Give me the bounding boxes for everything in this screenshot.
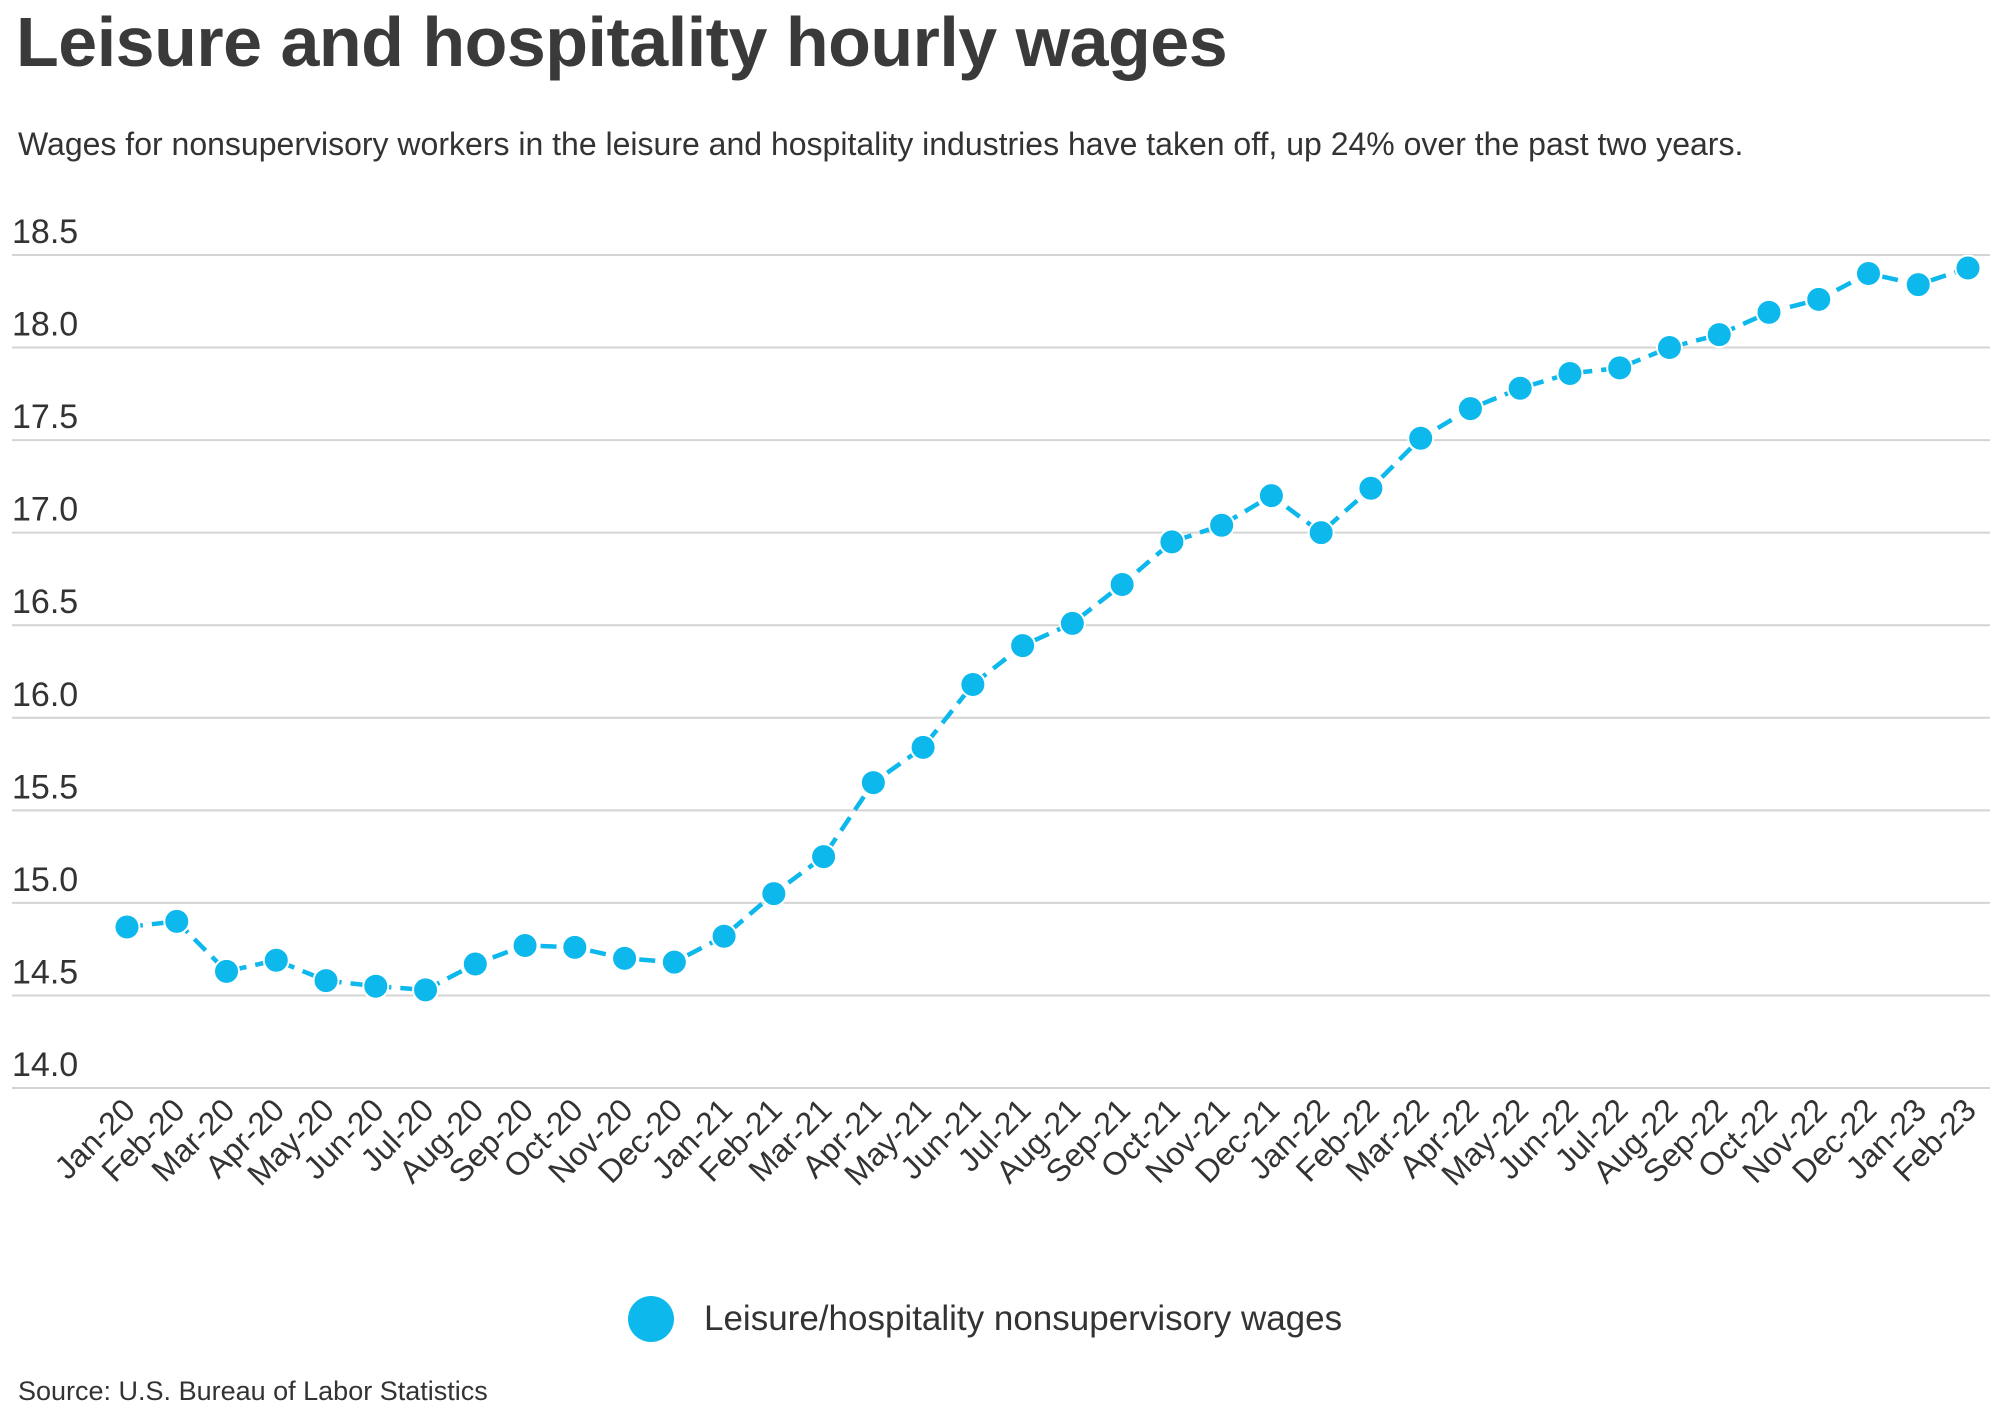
y-axis-ticks: 14.0 14.5 15.0 15.5 16.0 16.5 17.0 17.5 18.0 18.5 — [12, 213, 78, 1084]
data-point — [262, 946, 290, 974]
series-layer — [113, 254, 1982, 1004]
legend: Leisure/hospitality nonsupervisory wages — [628, 1294, 1342, 1344]
data-point — [760, 880, 788, 908]
y-tick-label: 18.0 — [12, 306, 78, 344]
data-point — [1257, 482, 1285, 510]
y-tick-label: 17.0 — [12, 491, 78, 529]
data-point — [1506, 374, 1534, 402]
chart-title: Leisure and hospitality hourly wages — [16, 3, 1228, 81]
data-point — [1904, 271, 1932, 299]
data-point — [660, 948, 688, 976]
data-point — [1954, 254, 1982, 282]
data-point — [909, 733, 937, 761]
legend-label: Leisure/hospitality nonsupervisory wages — [704, 1299, 1343, 1338]
data-point — [362, 972, 390, 1000]
y-tick-label: 15.5 — [12, 768, 78, 806]
data-point — [1655, 334, 1683, 362]
x-axis-ticks: Jan-20Feb-20Mar-20Apr-20May-20Jun-20Jul-… — [47, 1091, 1983, 1192]
data-point — [1755, 298, 1783, 326]
data-point — [163, 907, 191, 935]
data-point — [412, 976, 440, 1004]
data-point — [1854, 260, 1882, 288]
data-point — [113, 913, 141, 941]
data-point — [511, 931, 539, 959]
series-line — [126, 265, 1969, 993]
data-point — [1357, 474, 1385, 502]
data-point — [810, 843, 838, 871]
data-point — [611, 944, 639, 972]
data-point — [213, 957, 241, 985]
data-point — [710, 922, 738, 950]
data-point — [461, 950, 489, 978]
data-point — [1805, 285, 1833, 313]
data-point — [1307, 519, 1335, 547]
data-point — [1009, 632, 1037, 660]
y-tick-label: 14.0 — [12, 1046, 78, 1084]
source-note: Source: U.S. Bureau of Labor Statistics — [18, 1376, 488, 1406]
legend-swatch-icon — [628, 1296, 674, 1342]
y-tick-label: 17.5 — [12, 398, 78, 436]
chart-subtitle: Wages for nonsupervisory workers in the … — [18, 126, 1744, 162]
data-point — [561, 933, 589, 961]
data-point — [1556, 359, 1584, 387]
data-point — [1606, 354, 1634, 382]
data-point — [1705, 321, 1733, 349]
y-tick-label: 14.5 — [12, 953, 78, 991]
data-point — [1208, 511, 1236, 539]
y-tick-label: 15.0 — [12, 861, 78, 899]
data-point — [1407, 424, 1435, 452]
data-point — [1158, 528, 1186, 556]
y-tick-label: 16.5 — [12, 583, 78, 621]
data-point — [312, 967, 340, 995]
y-tick-label: 18.5 — [12, 213, 78, 251]
gridlines — [12, 254, 1990, 1089]
data-point — [1058, 609, 1086, 637]
y-tick-label: 16.0 — [12, 676, 78, 714]
data-point — [959, 670, 987, 698]
data-point — [1456, 395, 1484, 423]
data-point — [1108, 570, 1136, 598]
data-point — [859, 769, 887, 797]
